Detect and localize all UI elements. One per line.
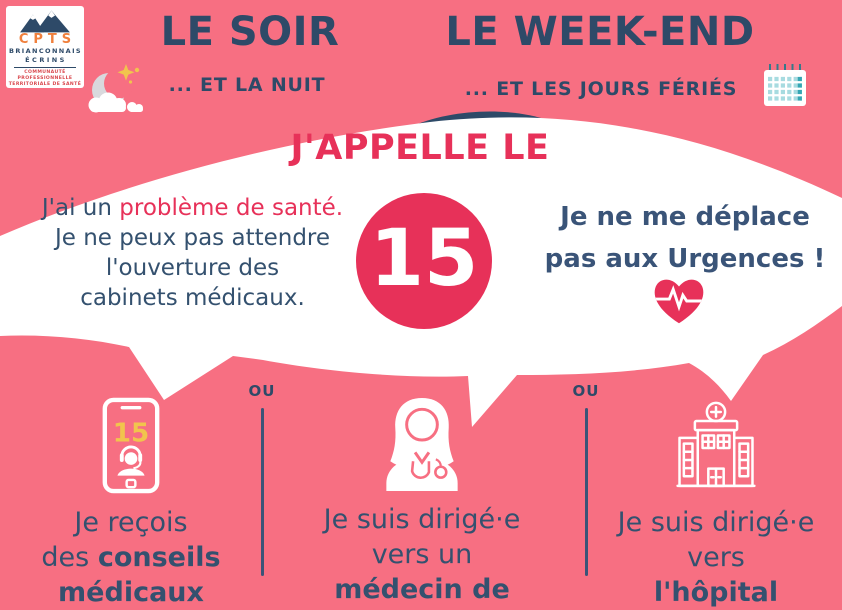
separator-line bbox=[584, 408, 588, 576]
separator-or-2: OU bbox=[562, 381, 610, 576]
outcome-text: Je suis dirigé·e vers un médecin de garde bbox=[306, 502, 538, 610]
logo-acronym: CPTS bbox=[18, 32, 77, 48]
text-line: l'ouverture des bbox=[30, 253, 355, 283]
text-line: Je ne peux pas attendre bbox=[30, 223, 355, 253]
emergency-number: 15 bbox=[369, 214, 479, 304]
calendar-icon bbox=[764, 64, 806, 106]
text-line: vers bbox=[610, 540, 822, 575]
bubble-left-text: J'ai un problème de santé. Je ne peux pas… bbox=[30, 193, 355, 313]
title-evening: LE SOIR bbox=[160, 9, 340, 55]
text-segment: Je ne peux pas attendre bbox=[54, 225, 331, 251]
heart-pulse-icon bbox=[654, 279, 704, 324]
text-line: des conseils bbox=[26, 540, 236, 575]
text-line: Je suis dirigé·e bbox=[306, 502, 538, 537]
logo-subtitle-line1: COMMUNAUTÉ PROFESSIONNELLE bbox=[17, 70, 73, 81]
text-line: l'hôpital bbox=[610, 575, 822, 610]
phone-15-operator-icon: 15 bbox=[26, 394, 236, 494]
emergency-number-badge: 15 bbox=[356, 193, 492, 329]
text-segment: vers un bbox=[371, 539, 473, 570]
text-line: médicaux bbox=[26, 575, 236, 610]
text-segment: médicaux bbox=[58, 577, 204, 608]
outcome-text: Je suis dirigé·e vers l'hôpital bbox=[610, 505, 822, 610]
text-segment: vers bbox=[687, 542, 745, 573]
mountains-icon bbox=[20, 10, 70, 33]
text-segment: cabinets médicaux. bbox=[80, 285, 305, 311]
separator-or-1: OU bbox=[238, 381, 286, 576]
text-segment: problème de santé. bbox=[119, 195, 344, 221]
text-segment: l'ouverture des bbox=[105, 255, 280, 281]
text-segment: Je ne me déplace bbox=[560, 202, 810, 232]
text-segment: Je suis dirigé·e bbox=[323, 504, 521, 535]
text-segment: médecin de garde bbox=[334, 574, 510, 610]
text-segment: l'hôpital bbox=[653, 577, 779, 608]
or-label: OU bbox=[248, 382, 276, 400]
logo-divider bbox=[14, 67, 76, 68]
text-line: vers un bbox=[306, 537, 538, 572]
doctor-icon bbox=[306, 391, 538, 491]
outcome-medical-advice: 15 Je reçois des conseils médicaux bbox=[26, 394, 236, 610]
moon-stars-icon bbox=[88, 64, 143, 113]
text-line: Je ne me déplace bbox=[535, 196, 835, 238]
text-line: J'ai un problème de santé. bbox=[30, 193, 355, 223]
text-line: Je suis dirigé·e bbox=[610, 505, 822, 540]
outcome-hospital: Je suis dirigé·e vers l'hôpital bbox=[610, 394, 822, 610]
subtitle-holidays: ... ET LES JOURS FÉRIÉS bbox=[464, 78, 738, 100]
text-segment: conseils bbox=[97, 542, 221, 573]
title-weekend: LE WEEK-END bbox=[445, 9, 755, 55]
outcome-text: Je reçois des conseils médicaux bbox=[26, 505, 236, 610]
logo-region-1: BRIANCONNAIS bbox=[9, 47, 82, 56]
text-line: cabinets médicaux. bbox=[30, 283, 355, 313]
or-label: OU bbox=[572, 382, 600, 400]
cpts-logo: CPTS BRIANCONNAIS ÉCRINS COMMUNAUTÉ PROF… bbox=[6, 6, 84, 88]
text-segment: pas aux Urgences ! bbox=[544, 244, 826, 274]
subtitle-night: ... ET LA NUIT bbox=[168, 74, 326, 96]
separator-line bbox=[260, 408, 264, 576]
text-line: pas aux Urgences ! bbox=[535, 238, 835, 280]
text-line: médecin de garde bbox=[306, 572, 538, 610]
logo-region-2: ÉCRINS bbox=[25, 56, 67, 65]
logo-subtitle-line2: TERRITORIALE DE SANTÉ bbox=[8, 82, 82, 87]
logo-subtitle: COMMUNAUTÉ PROFESSIONNELLE TERRITORIALE … bbox=[6, 70, 84, 88]
bubble-heading: J'APPELLE LE bbox=[290, 128, 550, 168]
phone-screen-number: 15 bbox=[113, 419, 149, 449]
outcome-doctor-on-duty: Je suis dirigé·e vers un médecin de garde bbox=[306, 391, 538, 610]
bubble-right-text: Je ne me déplace pas aux Urgences ! bbox=[535, 196, 835, 280]
text-segment: J'ai un bbox=[41, 195, 120, 221]
text-segment: des bbox=[41, 542, 98, 573]
text-segment: Je reçois bbox=[74, 507, 188, 538]
text-line: Je reçois bbox=[26, 505, 236, 540]
hospital-icon bbox=[610, 394, 822, 494]
text-segment: Je suis dirigé·e bbox=[617, 507, 815, 538]
